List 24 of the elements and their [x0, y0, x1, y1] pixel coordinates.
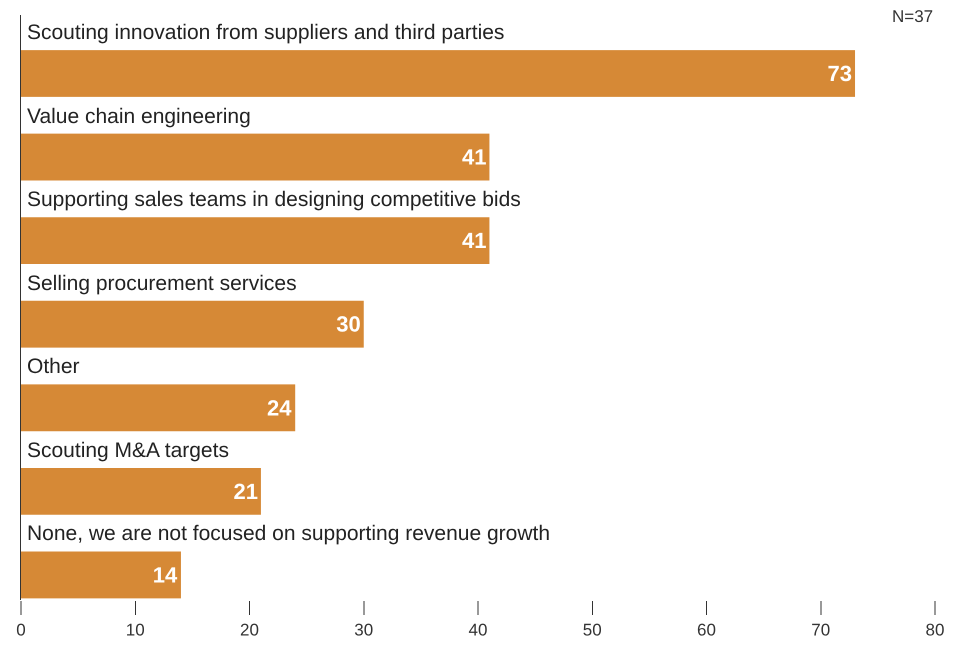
data-label: 30: [336, 312, 361, 337]
y-tick-label: Scouting innovation from suppliers and third parties: [27, 21, 504, 44]
x-tick-label: 80: [926, 620, 944, 640]
x-tick-label: 20: [240, 620, 259, 640]
x-tick-label: 40: [468, 620, 488, 640]
x-tick-label: 0: [16, 620, 26, 640]
data-label: 41: [462, 144, 486, 170]
y-tick-label: Other: [27, 355, 80, 378]
y-tick-label: Selling procurement services: [27, 272, 297, 295]
x-tick-label: 70: [811, 620, 830, 640]
y-tick-label: Supporting sales teams in designing competitive bids: [27, 188, 521, 211]
annotation: N=37: [892, 7, 934, 26]
y-tick-label: Value chain engineering: [27, 105, 251, 128]
x-tick-label: 50: [582, 620, 602, 640]
y-tick-label: Scouting M&A targets: [27, 439, 229, 462]
x-tick-label: 10: [126, 620, 145, 640]
data-label: 41: [462, 228, 486, 254]
data-label: 21: [233, 478, 258, 504]
data-label: 24: [266, 395, 292, 420]
x-tick-label: 60: [697, 620, 716, 640]
y-tick-label: None, we are not focused on supporting revenue growth: [27, 522, 550, 545]
data-label: 73: [828, 61, 852, 86]
data-label: 14: [152, 562, 178, 588]
x-tick-label: 30: [354, 620, 374, 640]
